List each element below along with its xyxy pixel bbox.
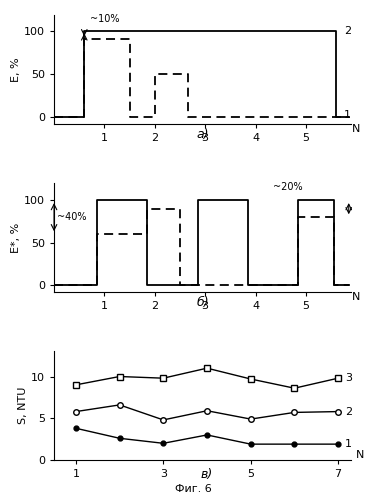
Text: 2: 2 (345, 406, 352, 416)
Text: 1: 1 (345, 439, 352, 449)
Text: ~20%: ~20% (273, 182, 303, 192)
Text: в): в) (201, 468, 213, 481)
Text: 2: 2 (344, 26, 351, 36)
Y-axis label: S, NTU: S, NTU (18, 387, 28, 424)
Y-axis label: E, %: E, % (11, 57, 21, 82)
Text: 1: 1 (344, 110, 351, 120)
Text: 3: 3 (345, 373, 352, 383)
Text: а): а) (196, 128, 209, 141)
Y-axis label: E*, %: E*, % (11, 222, 21, 252)
Text: N: N (352, 124, 361, 134)
Text: N: N (352, 292, 361, 302)
Text: N: N (356, 450, 364, 460)
Text: ~10%: ~10% (90, 14, 120, 24)
Text: Фиг. 6: Фиг. 6 (174, 484, 212, 494)
Text: б): б) (196, 296, 209, 309)
Text: ~40%: ~40% (57, 212, 86, 222)
